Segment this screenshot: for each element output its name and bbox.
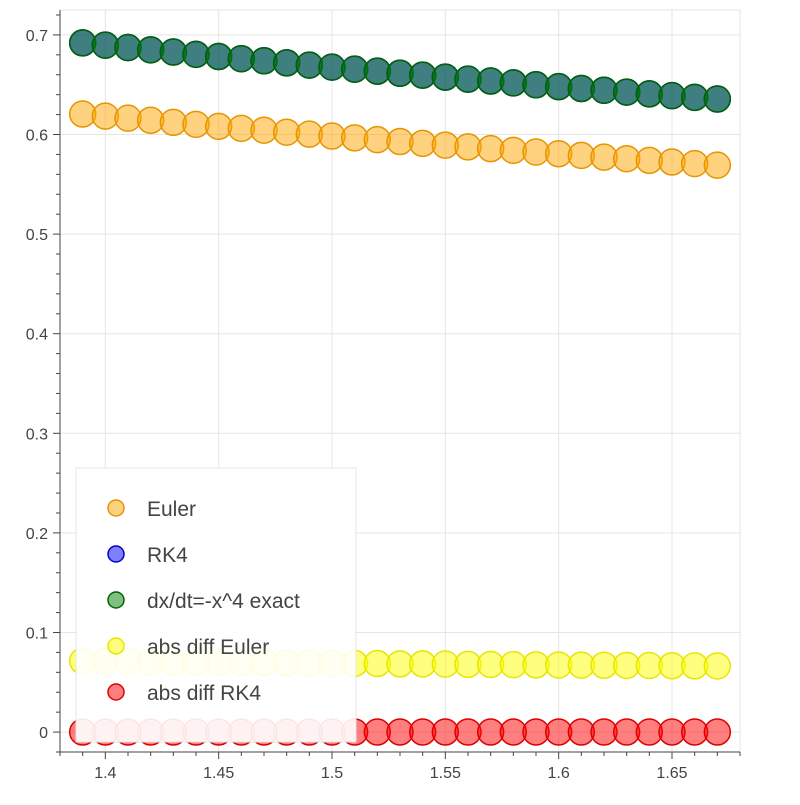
y-tick-label: 0.3 xyxy=(26,426,48,443)
y-tick-label: 0.2 xyxy=(26,526,48,543)
legend: Euler RK4 dx/dt=-x^4 exact abs diff Euler ab… xyxy=(75,467,357,743)
series-dx-dt-x-4-exact xyxy=(68,29,732,113)
legend-swatch xyxy=(107,591,125,609)
y-tick-label: 0 xyxy=(39,725,48,742)
y-tick-label: 0.7 xyxy=(26,28,48,45)
legend-swatch xyxy=(107,545,125,563)
legend-label: abs diff Euler xyxy=(147,636,269,659)
tick-labels: 1.4 1.45 1.5 1.55 1.6 1.65 0 0.1 0.2 0.3 0.4 0.5 0.6… xyxy=(26,28,688,782)
data-points xyxy=(68,29,732,746)
series-euler xyxy=(68,100,732,179)
data-point xyxy=(703,151,732,179)
data-point xyxy=(703,85,732,113)
legend-label: Euler xyxy=(147,498,196,521)
data-point xyxy=(91,31,120,59)
legend-label: dx/dt=-x^4 exact xyxy=(147,590,300,613)
y-tick-label: 0.4 xyxy=(26,327,48,344)
data-point xyxy=(68,29,97,57)
axes xyxy=(53,10,741,759)
y-tick-label: 0.6 xyxy=(26,127,48,144)
x-tick-label: 1.55 xyxy=(430,765,461,782)
x-tick-label: 1.4 xyxy=(94,765,116,782)
legend-swatch xyxy=(107,499,125,517)
legend-label: RK4 xyxy=(147,544,188,567)
legend-swatch xyxy=(107,637,125,655)
x-tick-label: 1.65 xyxy=(656,765,687,782)
data-point xyxy=(703,652,732,680)
data-point xyxy=(114,33,142,62)
y-tick-label: 0.5 xyxy=(26,227,48,244)
data-point xyxy=(159,38,188,66)
legend-swatch xyxy=(107,683,125,701)
x-tick-label: 1.45 xyxy=(203,765,234,782)
x-tick-label: 1.5 xyxy=(321,765,343,782)
y-tick-label: 0.1 xyxy=(26,625,48,642)
x-tick-label: 1.6 xyxy=(548,765,570,782)
legend-label: abs diff RK4 xyxy=(147,682,261,705)
data-point xyxy=(703,718,732,746)
